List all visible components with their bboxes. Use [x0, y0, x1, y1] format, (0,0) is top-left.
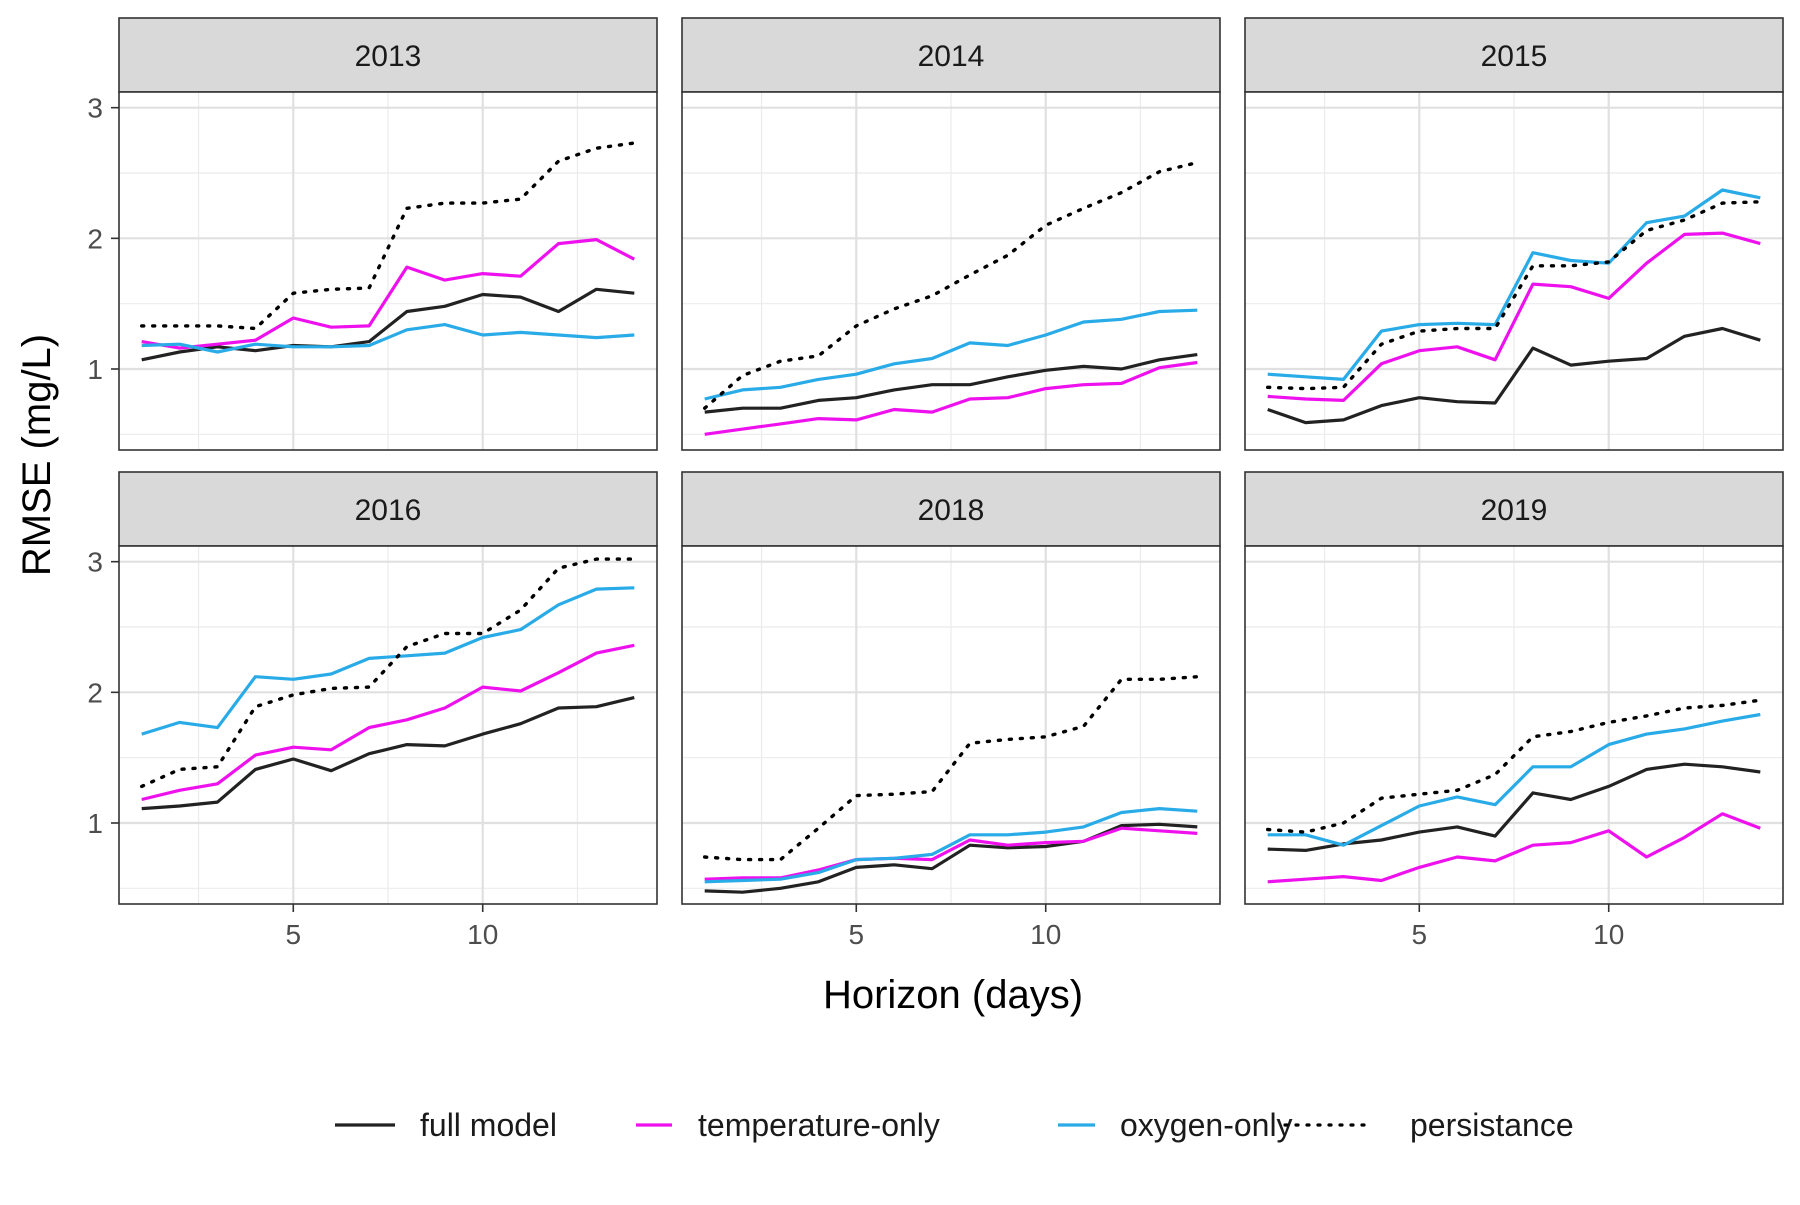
- panel-border: [118, 545, 658, 905]
- series-line-temp: [141, 238, 636, 350]
- panel-border: [1244, 91, 1784, 451]
- series-line-persist: [1265, 698, 1763, 834]
- facet-panel-2018: 2018 5 10: [681, 471, 1221, 950]
- facet-strip: [681, 471, 1221, 547]
- x-tick-label: 5: [848, 919, 864, 950]
- series-line-persist: [139, 141, 636, 331]
- facet-strip-label: 2013: [355, 40, 422, 73]
- facet-panel-2019: 2019 5 10: [1244, 471, 1784, 950]
- y-tick-label: 3: [87, 547, 103, 578]
- series-line-oxy: [141, 323, 635, 354]
- series-line-oxy: [141, 586, 635, 736]
- y-tick-label: 2: [87, 223, 103, 254]
- series-line-persist: [1265, 200, 1763, 391]
- series-line-full: [141, 696, 635, 811]
- facet-strip: [118, 471, 658, 547]
- y-axis-title: RMSE (mg/L): [15, 334, 59, 576]
- y-tick-label: 3: [87, 93, 103, 124]
- legend-label-temp: temperature-only: [698, 1107, 940, 1143]
- facet-panel-2016: 2016 1 2 3 5 10: [87, 471, 658, 950]
- facet-panel-2013: 2013 1 2 3: [87, 17, 658, 451]
- legend-label-persist: persistance: [1410, 1107, 1574, 1143]
- facet-strip: [1244, 17, 1784, 93]
- series-line-temp: [704, 360, 1198, 436]
- series-line-temp: [1267, 812, 1761, 884]
- x-tick-label: 10: [467, 919, 498, 950]
- x-tick-label: 10: [1030, 919, 1061, 950]
- series-line-oxy: [704, 308, 1198, 401]
- series-line-oxy: [704, 806, 1198, 884]
- series-line-temp: [1267, 231, 1761, 402]
- series-line-temp: [141, 643, 635, 802]
- series-line-full: [141, 287, 635, 362]
- panel-border: [681, 91, 1221, 451]
- series-line-full: [1267, 326, 1761, 425]
- facet-strip-label: 2019: [1481, 494, 1548, 527]
- series-line-oxy: [1267, 188, 1761, 381]
- series-line-oxy: [1267, 712, 1761, 847]
- series-line-full: [704, 822, 1198, 894]
- facet-strip-label: 2014: [918, 40, 985, 73]
- facet-strip: [1244, 471, 1784, 547]
- x-tick-label: 10: [1593, 919, 1624, 950]
- y-tick-label: 2: [87, 677, 103, 708]
- facet-strip-label: 2018: [918, 494, 985, 527]
- facet-strip-label: 2016: [355, 494, 422, 527]
- panel-border: [1244, 545, 1784, 905]
- facet-panel-2015: 2015: [1244, 17, 1784, 451]
- legend: full model temperature-only oxygen-only per…: [335, 1107, 1574, 1143]
- series-line-persist: [139, 557, 636, 789]
- facet-panel-2014: 2014: [681, 17, 1221, 451]
- x-axis-title: Horizon (days): [823, 973, 1083, 1017]
- facet-strip-label: 2015: [1481, 40, 1548, 73]
- series-line-full: [704, 353, 1198, 414]
- x-tick-label: 5: [1411, 919, 1427, 950]
- facet-strip: [118, 17, 658, 93]
- x-tick-label: 5: [285, 919, 301, 950]
- y-tick-label: 1: [87, 354, 103, 385]
- panel-border: [681, 545, 1221, 905]
- y-tick-label: 1: [87, 808, 103, 839]
- legend-label-full: full model: [420, 1107, 557, 1143]
- legend-label-oxy: oxygen-only: [1120, 1107, 1293, 1143]
- panel-border: [118, 91, 658, 451]
